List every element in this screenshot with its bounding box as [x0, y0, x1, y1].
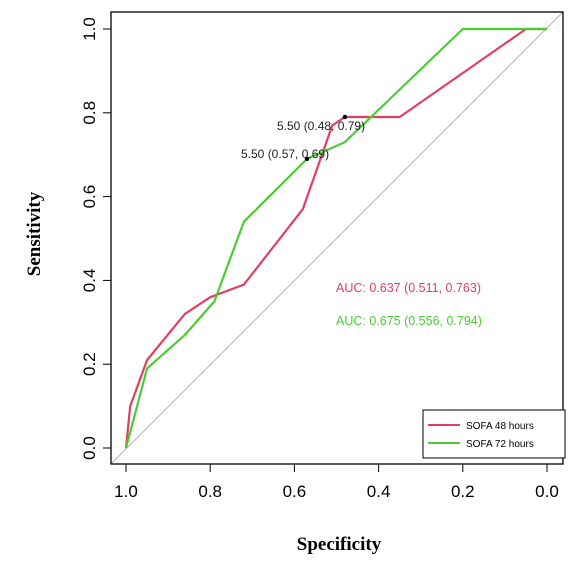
- x-tick-label: 1.0: [114, 482, 138, 501]
- threshold-points: [304, 114, 348, 162]
- auc-label-72h: AUC: 0.675 (0.556, 0.794): [336, 314, 482, 328]
- y-axis-title: Sensitivity: [24, 191, 45, 276]
- threshold-annotation-48h: 5.50 (0.48, 0.79): [277, 119, 365, 133]
- plot-frame: [110, 11, 564, 465]
- threshold-point-1: [304, 156, 310, 162]
- y-axis-ticks: 0.0 0.2 0.4 0.6 0.8 1.0: [80, 17, 111, 460]
- y-tick-label: 0.0: [80, 436, 99, 460]
- auc-label-48h: AUC: 0.637 (0.511, 0.763): [336, 281, 481, 295]
- series-layer: [124, 27, 547, 449]
- diagonal-reference-line: [110, 11, 564, 465]
- x-tick-label: 0.4: [367, 482, 391, 501]
- legend-entry-72h: SOFA 72 hours: [466, 439, 534, 450]
- x-axis-title: Specificity: [297, 534, 382, 555]
- series-line-0: [124, 27, 547, 449]
- y-tick-label: 0.8: [80, 101, 99, 125]
- x-tick-label: 0.0: [535, 482, 559, 501]
- threshold-annotation-72h: 5.50 (0.57, 0.69): [241, 147, 329, 161]
- y-tick-label: 1.0: [80, 17, 99, 41]
- y-tick-label: 0.4: [80, 269, 99, 293]
- threshold-point-0: [342, 114, 348, 120]
- x-axis-ticks: 1.0 0.8 0.6 0.4 0.2 0.0: [114, 464, 559, 501]
- x-tick-label: 0.8: [198, 482, 222, 501]
- y-tick-label: 0.6: [80, 185, 99, 209]
- x-tick-label: 0.2: [451, 482, 475, 501]
- y-tick-label: 0.2: [80, 352, 99, 376]
- series-line-1: [124, 27, 547, 449]
- legend: SOFA 48 hours SOFA 72 hours: [422, 409, 566, 459]
- x-tick-label: 0.6: [283, 482, 307, 501]
- legend-box: [422, 409, 566, 459]
- legend-entry-48h: SOFA 48 hours: [466, 421, 534, 432]
